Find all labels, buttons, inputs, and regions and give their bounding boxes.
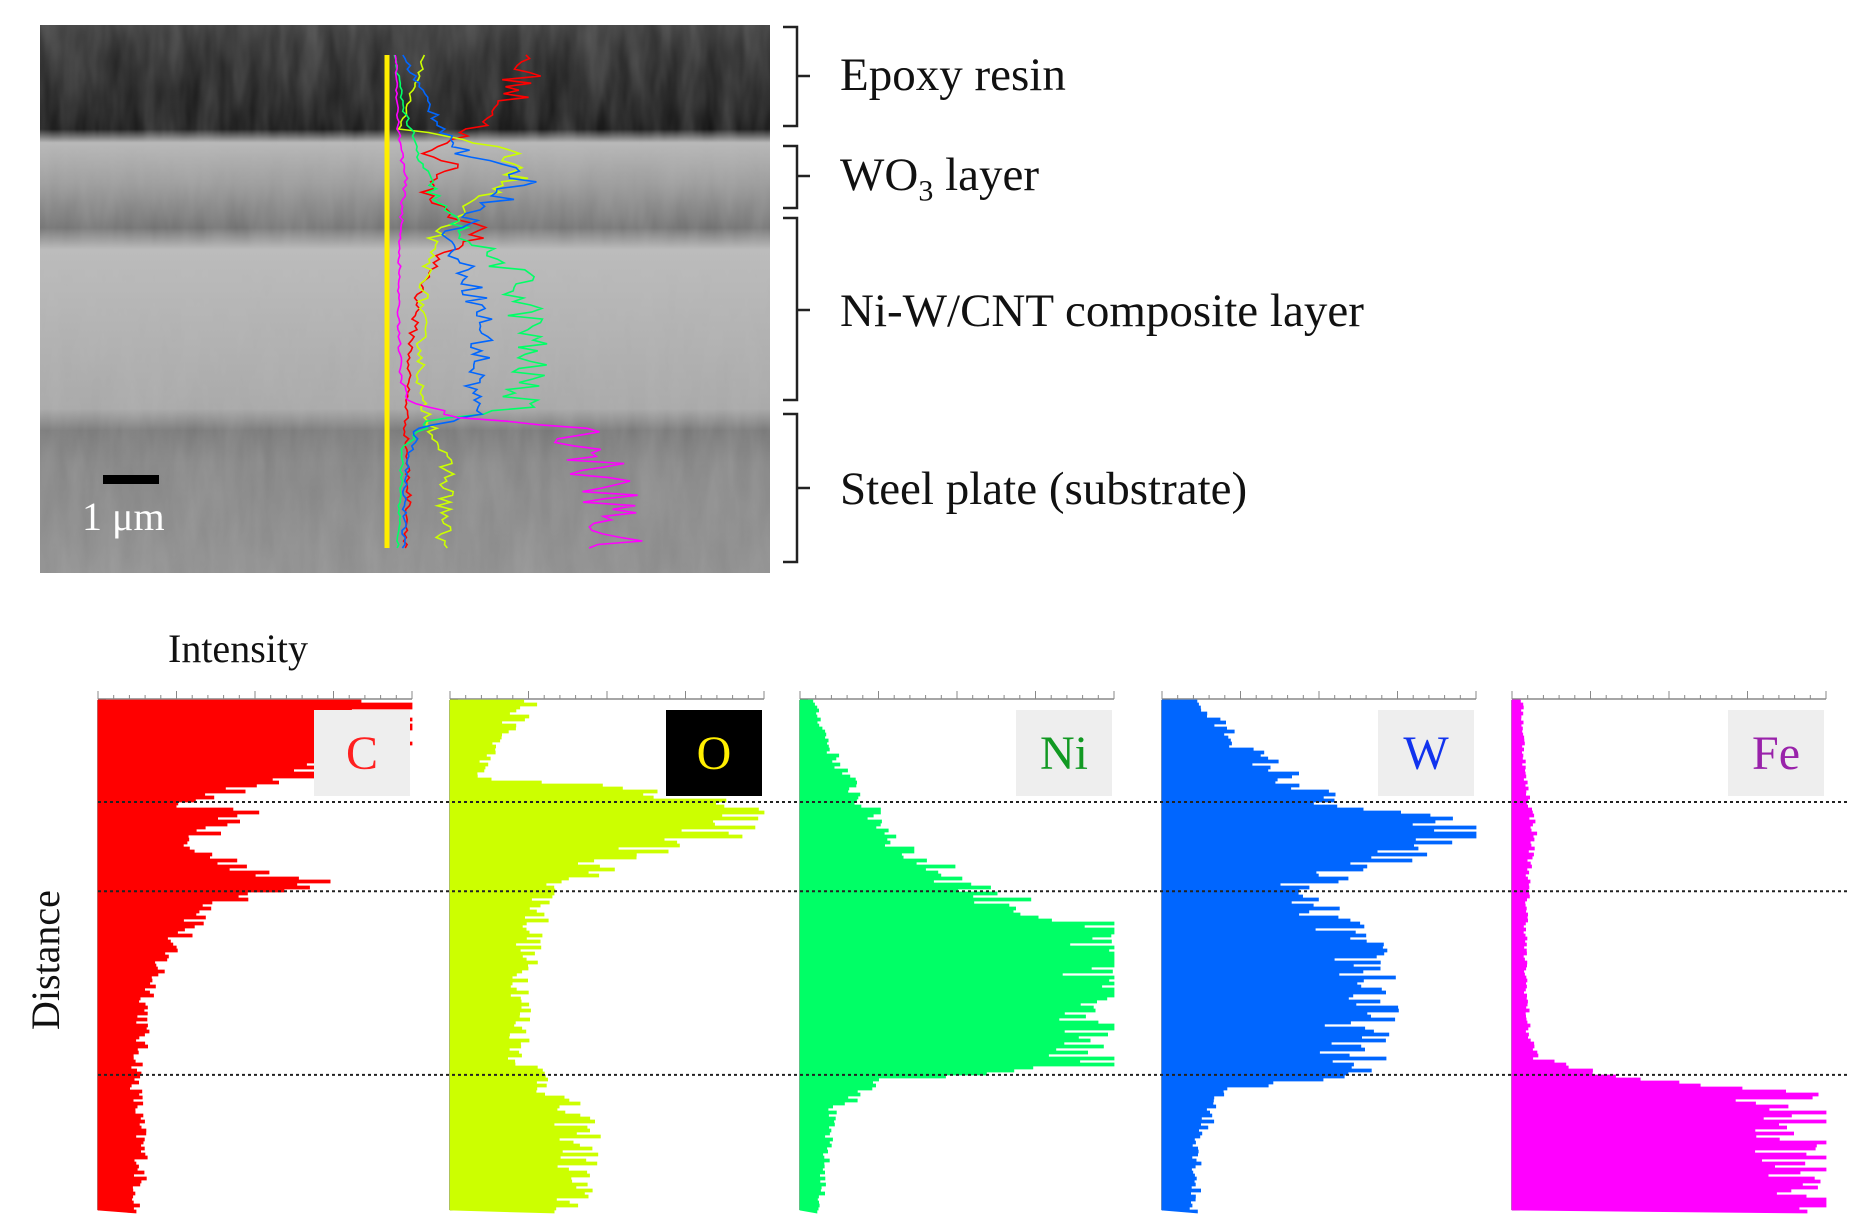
profile-panel-w xyxy=(1161,691,1477,1214)
scale-bar-label: 1 μm xyxy=(82,494,165,539)
profile-panel-fe xyxy=(1511,691,1827,1214)
bracket-niw xyxy=(783,216,810,402)
profile-area-fe xyxy=(1511,699,1827,1214)
label-wo3-layer: WO3 layer xyxy=(840,149,1039,208)
profile-area-c xyxy=(97,699,413,1214)
profile-area-o xyxy=(449,699,765,1214)
profile-panel-ni xyxy=(799,691,1115,1214)
element-tag-c: C xyxy=(314,710,410,796)
profile-area-w xyxy=(1161,699,1477,1214)
sem-image xyxy=(40,25,770,573)
profile-area-ni xyxy=(799,699,1115,1214)
sem-trace-fe xyxy=(394,54,643,549)
intensity-axis-label: Intensity xyxy=(168,626,308,671)
bracket-steel xyxy=(783,412,810,564)
sem-trace-ni xyxy=(393,54,548,549)
element-tag-o: O xyxy=(666,710,762,796)
label-steel-plate: Steel plate (substrate) xyxy=(840,463,1248,515)
element-tag-fe: Fe xyxy=(1728,710,1824,796)
sem-trace-w xyxy=(401,54,537,549)
sem-micrograph: 1 μm xyxy=(40,25,770,573)
bracket-wo3 xyxy=(783,144,810,210)
element-tag-ni: Ni xyxy=(1016,710,1112,796)
element-tag-w: W xyxy=(1378,710,1474,796)
scale-bar xyxy=(103,475,159,484)
profile-panel-o xyxy=(449,691,765,1214)
label-epoxy-resin: Epoxy resin xyxy=(840,49,1066,101)
bracket-epoxy xyxy=(783,25,810,128)
label-niw-cnt-layer: Ni-W/CNT composite layer xyxy=(840,285,1364,337)
profile-panel-c xyxy=(97,691,413,1214)
